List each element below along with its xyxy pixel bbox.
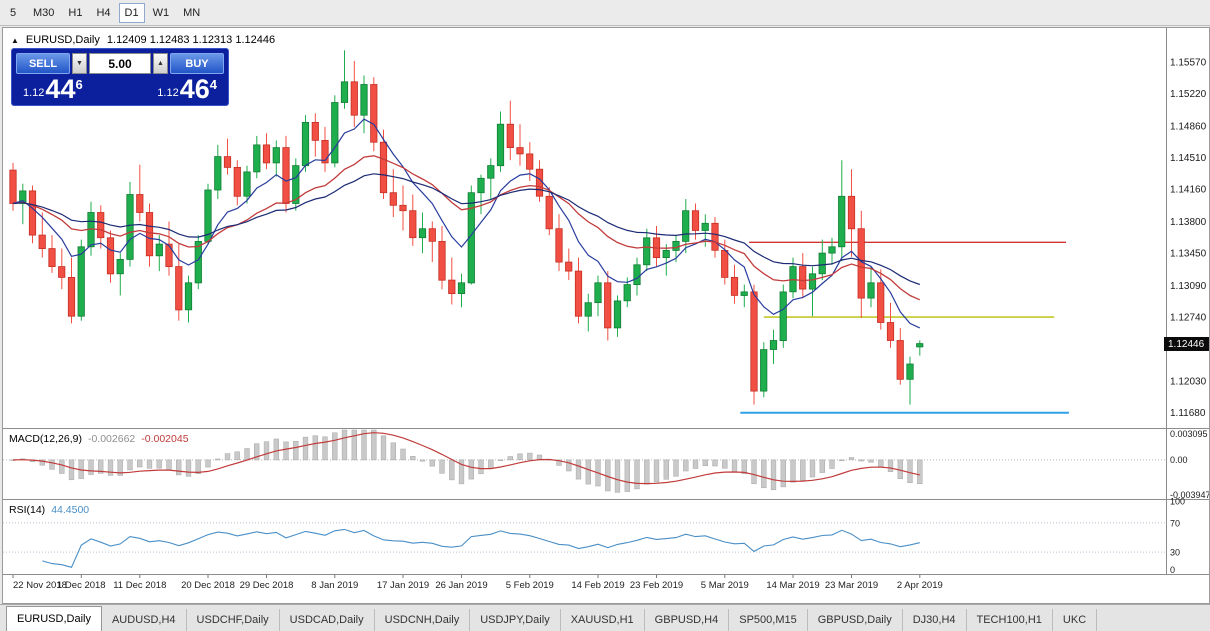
svg-text:5 Mar 2019: 5 Mar 2019 <box>701 580 749 591</box>
svg-text:0.003095: 0.003095 <box>1170 429 1208 439</box>
rsi-indicator-label: RSI(14) 44.4500 <box>9 504 89 516</box>
tab-eurusd-daily[interactable]: EURUSD,Daily <box>6 606 102 631</box>
svg-text:26 Jan 2019: 26 Jan 2019 <box>435 580 487 591</box>
timeframe-d1[interactable]: D1 <box>118 2 145 23</box>
timeframe-mn[interactable]: MN <box>183 6 201 19</box>
tab-usdjpy-daily[interactable]: USDJPY,Daily <box>470 609 561 631</box>
svg-text:1.12030: 1.12030 <box>1170 377 1207 388</box>
svg-text:100: 100 <box>1170 497 1185 507</box>
svg-text:29 Dec 2018: 29 Dec 2018 <box>240 580 294 591</box>
macd-main-value: -0.002662 <box>87 433 136 445</box>
candlesticks <box>9 50 924 405</box>
tab-dj30-h4[interactable]: DJ30,H4 <box>903 609 967 631</box>
tab-ukc[interactable]: UKC <box>1053 609 1098 631</box>
rsi-name: RSI(14) <box>9 504 46 516</box>
tab-gbpusd-daily[interactable]: GBPUSD,Daily <box>808 609 903 631</box>
volume-decrease-button[interactable]: ▼ <box>72 53 87 74</box>
price-axis-labels: 1.15570 1.15220 1.14860 1.14510 1.14160 1.138… <box>1170 57 1207 419</box>
svg-text:1.12740: 1.12740 <box>1170 313 1207 324</box>
tab-usdchf-daily[interactable]: USDCHF,Daily <box>187 609 280 631</box>
sell-price-display[interactable]: 1.12 44 6 <box>23 74 83 104</box>
volume-input[interactable] <box>89 53 151 74</box>
svg-text:17 Jan 2019: 17 Jan 2019 <box>377 580 429 591</box>
tab-sp500-m15[interactable]: SP500,M15 <box>729 609 808 631</box>
rsi-pane: 100 70 30 0 <box>3 497 1185 575</box>
chart-marker-icon: ▲ <box>11 35 19 45</box>
ma-21-line <box>12 155 921 301</box>
svg-text:20 Dec 2018: 20 Dec 2018 <box>181 580 235 591</box>
svg-text:1.14160: 1.14160 <box>1170 185 1207 196</box>
ma-8-line <box>12 118 921 329</box>
timeframe-w1[interactable]: W1 <box>152 6 170 19</box>
top-toolbar: 5 M30 H1 H4 D1 W1 MN <box>0 0 1210 26</box>
chart-window: 1.15570 1.15220 1.14860 1.14510 1.14160 1.138… <box>2 27 1210 604</box>
panel-frame <box>3 28 1209 575</box>
svg-text:30: 30 <box>1170 548 1180 558</box>
svg-text:14 Mar 2019: 14 Mar 2019 <box>766 580 819 591</box>
svg-text:1.13800: 1.13800 <box>1170 217 1207 228</box>
svg-text:1.15570: 1.15570 <box>1170 57 1207 68</box>
rsi-value: 44.4500 <box>51 504 90 516</box>
svg-text:22 Nov 2018: 22 Nov 2018 <box>13 580 67 591</box>
svg-text:5 Feb 2019: 5 Feb 2019 <box>506 580 554 591</box>
current-price-badge: 1.12446 <box>1164 337 1209 351</box>
svg-text:23 Feb 2019: 23 Feb 2019 <box>630 580 683 591</box>
svg-text:-0.003947: -0.003947 <box>1170 490 1209 500</box>
bottom-tabbar: EURUSD,Daily AUDUSD,H4 USDCHF,Daily USDCAD,… <box>0 604 1210 631</box>
timeframe-5[interactable]: 5 <box>9 6 17 19</box>
buy-price-base: 1.12 <box>157 87 179 99</box>
moving-average-lines <box>12 118 921 329</box>
svg-text:11 Dec 2018: 11 Dec 2018 <box>113 580 166 591</box>
caret-up-icon: ▲ <box>157 60 164 67</box>
buy-button[interactable]: BUY <box>170 53 224 74</box>
rsi-line <box>42 528 920 568</box>
tab-gbpusd-h4[interactable]: GBPUSD,H4 <box>645 609 730 631</box>
svg-text:0: 0 <box>1170 565 1175 575</box>
chart-ohlc-values: 1.12409 1.12483 1.12313 1.12446 <box>106 34 276 46</box>
caret-down-icon: ▼ <box>76 60 83 67</box>
svg-text:0.00: 0.00 <box>1170 455 1188 465</box>
tab-usdcnh-daily[interactable]: USDCNH,Daily <box>375 609 471 631</box>
svg-text:1.11680: 1.11680 <box>1170 408 1206 419</box>
svg-text:23 Mar 2019: 23 Mar 2019 <box>825 580 878 591</box>
sell-price-base: 1.12 <box>23 87 45 99</box>
tab-xauusd-h1[interactable]: XAUUSD,H1 <box>561 609 645 631</box>
svg-text:8 Jan 2019: 8 Jan 2019 <box>311 580 358 591</box>
svg-text:1.13450: 1.13450 <box>1170 249 1207 260</box>
macd-signal-line <box>12 432 920 485</box>
tab-usdcad-daily[interactable]: USDCAD,Daily <box>280 609 375 631</box>
buy-price-display[interactable]: 1.12 46 4 <box>157 74 217 104</box>
timeframe-m30[interactable]: M30 <box>33 6 55 19</box>
tab-audusd-h4[interactable]: AUDUSD,H4 <box>102 609 187 631</box>
sell-button[interactable]: SELL <box>16 53 70 74</box>
timeframe-h1[interactable]: H1 <box>68 6 83 19</box>
chart-symbol-label: EURUSD,Daily <box>25 34 100 46</box>
macd-pane: 0.003095 0.00 -0.003947 <box>3 429 1209 500</box>
price-chart-canvas[interactable]: 1.15570 1.15220 1.14860 1.14510 1.14160 1.138… <box>3 28 1209 603</box>
chart-title: ▲ EURUSD,Daily 1.12409 1.12483 1.12313 1… <box>11 34 275 46</box>
svg-text:1 Dec 2018: 1 Dec 2018 <box>57 580 106 591</box>
svg-text:1.14860: 1.14860 <box>1170 122 1207 133</box>
tab-tech100-h1[interactable]: TECH100,H1 <box>967 609 1053 631</box>
timeframe-h4[interactable]: H4 <box>96 6 111 19</box>
svg-text:70: 70 <box>1170 518 1180 528</box>
svg-text:1.14510: 1.14510 <box>1170 153 1207 164</box>
svg-text:1.13090: 1.13090 <box>1170 281 1207 292</box>
volume-increase-button[interactable]: ▲ <box>153 53 168 74</box>
horizontal-level-lines[interactable] <box>740 241 1069 414</box>
svg-text:14 Feb 2019: 14 Feb 2019 <box>571 580 624 591</box>
sell-price-pips: 44 <box>45 74 76 104</box>
macd-indicator-label: MACD(12,26,9) -0.002662 -0.002045 <box>9 433 189 445</box>
macd-name: MACD(12,26,9) <box>9 433 82 445</box>
ma-34-line <box>12 173 921 286</box>
svg-text:1.15220: 1.15220 <box>1170 89 1207 100</box>
buy-price-point: 4 <box>209 77 217 92</box>
macd-signal-value: -0.002045 <box>141 433 189 445</box>
svg-text:2 Apr 2019: 2 Apr 2019 <box>897 580 943 591</box>
buy-price-pips: 46 <box>179 74 210 104</box>
sell-price-point: 6 <box>75 77 83 92</box>
